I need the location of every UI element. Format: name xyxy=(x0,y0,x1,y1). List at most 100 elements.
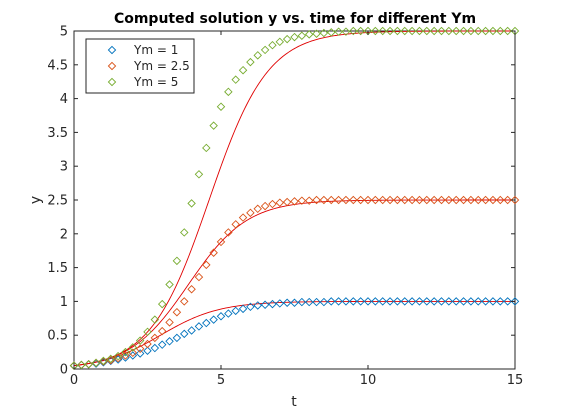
data-point xyxy=(481,195,490,205)
data-point xyxy=(378,26,387,36)
x-axis-label: t xyxy=(291,394,297,410)
y-tick-label: 3.5 xyxy=(47,126,68,141)
y-tick-label: 4 xyxy=(60,92,68,107)
data-point xyxy=(422,26,432,36)
data-point xyxy=(290,197,299,206)
legend: Ym = 1 Ym = 2.5 Ym = 5 xyxy=(85,38,195,94)
data-point xyxy=(297,297,307,307)
data-point xyxy=(385,26,395,36)
data-point xyxy=(319,28,329,38)
x-tick-label: 0 xyxy=(70,373,78,388)
data-point xyxy=(209,121,218,130)
data-point xyxy=(135,336,145,345)
data-point xyxy=(275,37,285,47)
data-point xyxy=(99,358,108,367)
y-tick-label: 1 xyxy=(60,295,68,310)
data-point xyxy=(99,356,108,366)
data-point xyxy=(106,354,115,364)
data-point xyxy=(327,195,336,205)
data-point xyxy=(268,40,277,50)
data-point xyxy=(297,31,307,40)
data-point xyxy=(282,298,292,307)
legend-label: Ym = 1 xyxy=(133,43,178,57)
y-axis-label: y xyxy=(28,196,44,204)
data-point xyxy=(150,343,160,353)
data-point xyxy=(312,29,321,38)
data-point xyxy=(238,65,248,75)
data-point xyxy=(172,333,182,343)
data-point xyxy=(282,197,292,207)
data-point xyxy=(459,297,468,306)
data-point xyxy=(407,297,417,306)
data-point xyxy=(304,196,314,205)
data-point xyxy=(385,195,395,205)
data-point xyxy=(238,304,248,314)
data-point xyxy=(290,298,299,307)
data-markers xyxy=(69,26,520,370)
data-point xyxy=(180,228,189,237)
data-point xyxy=(437,26,446,36)
data-point xyxy=(474,26,483,36)
data-point xyxy=(422,195,432,205)
data-point xyxy=(451,297,461,306)
data-point xyxy=(121,351,130,360)
data-point xyxy=(282,34,292,44)
data-point xyxy=(510,195,520,205)
data-point xyxy=(393,26,402,36)
data-point xyxy=(143,327,152,337)
data-point xyxy=(224,309,233,318)
data-point xyxy=(202,143,211,153)
data-point xyxy=(407,26,417,36)
data-point xyxy=(260,45,270,55)
data-point xyxy=(488,26,498,36)
data-point xyxy=(275,299,285,308)
y-tick-label: 0 xyxy=(60,363,68,378)
data-point xyxy=(253,51,262,60)
data-point xyxy=(253,301,262,310)
data-point xyxy=(172,307,182,317)
data-point xyxy=(378,297,387,306)
y-tick-label: 5 xyxy=(60,25,68,40)
data-point xyxy=(474,297,483,306)
data-point xyxy=(341,195,351,205)
data-point xyxy=(238,213,248,222)
data-point xyxy=(194,272,204,282)
data-point xyxy=(128,343,138,352)
data-point xyxy=(466,297,476,306)
data-point xyxy=(187,284,196,294)
data-point xyxy=(407,195,417,205)
data-point xyxy=(349,297,358,306)
data-point xyxy=(187,326,196,335)
data-point xyxy=(444,297,454,306)
data-point xyxy=(429,195,439,205)
data-point xyxy=(378,195,387,205)
data-point xyxy=(481,297,490,306)
data-point xyxy=(444,195,454,205)
data-point xyxy=(363,297,373,306)
legend-marker xyxy=(107,45,117,55)
data-point xyxy=(327,28,336,37)
data-point xyxy=(157,326,167,336)
data-point xyxy=(451,26,461,36)
data-point xyxy=(157,299,167,309)
data-point xyxy=(363,195,373,205)
data-point xyxy=(216,312,226,321)
data-point xyxy=(165,318,174,327)
data-point xyxy=(143,339,152,349)
y-tick-label: 2.5 xyxy=(47,194,68,209)
data-point xyxy=(180,297,189,306)
x-tick-label: 10 xyxy=(360,373,377,388)
data-point xyxy=(246,302,255,312)
legend-marker xyxy=(107,61,117,71)
data-point xyxy=(304,30,314,39)
data-point xyxy=(466,26,476,36)
data-point xyxy=(496,26,505,36)
data-point xyxy=(481,26,490,36)
data-point xyxy=(415,26,424,36)
y-axis-ticks: 0 0.5 1 1.5 2 2.5 3 3.5 4 4.5 5 xyxy=(47,25,515,378)
data-point xyxy=(437,297,446,306)
data-point xyxy=(113,355,123,364)
data-point xyxy=(503,297,512,306)
y-tick-label: 1.5 xyxy=(47,261,68,276)
data-point xyxy=(503,26,512,36)
